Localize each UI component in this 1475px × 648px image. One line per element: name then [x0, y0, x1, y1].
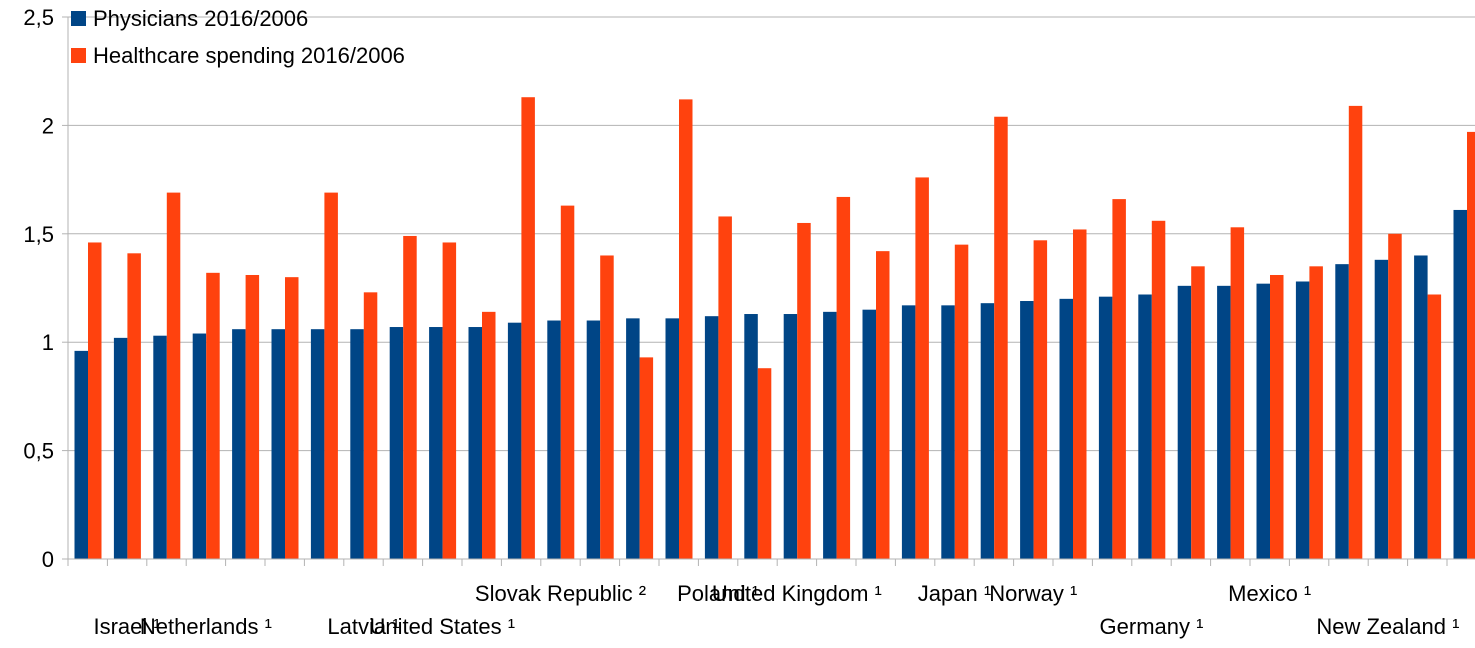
bar-physicians	[823, 312, 837, 559]
bar-healthcare-spending	[640, 357, 654, 559]
bar-healthcare-spending	[482, 312, 496, 559]
x-tick-label: Norway ¹	[989, 581, 1077, 606]
bar-physicians	[193, 334, 207, 559]
y-tick-label: 2,5	[23, 5, 54, 30]
bar-physicians	[1375, 260, 1389, 559]
bar-physicians	[469, 327, 483, 559]
bar-physicians	[1178, 286, 1192, 559]
y-tick-label: 0	[42, 547, 54, 572]
bar-physicians	[1414, 255, 1428, 559]
x-tick-label: New Zealand ¹	[1316, 614, 1459, 639]
bar-physicians	[272, 329, 286, 559]
bar-healthcare-spending	[521, 97, 535, 559]
bar-physicians	[1060, 299, 1074, 559]
x-tick-label: Slovak Republic ²	[475, 581, 646, 606]
x-tick-label: Germany ¹	[1100, 614, 1204, 639]
bar-physicians	[1454, 210, 1468, 559]
bar-physicians	[744, 314, 758, 559]
legend-swatch	[71, 48, 86, 63]
bar-healthcare-spending	[1191, 266, 1205, 559]
bar-physicians	[75, 351, 89, 559]
bar-physicians	[981, 303, 995, 559]
bar-physicians	[902, 305, 916, 559]
bar-healthcare-spending	[915, 177, 929, 559]
bar-healthcare-spending	[797, 223, 811, 559]
bar-healthcare-spending	[1034, 240, 1048, 559]
bar-physicians	[1020, 301, 1034, 559]
bar-healthcare-spending	[206, 273, 220, 559]
bar-healthcare-spending	[167, 193, 181, 559]
bar-physicians	[705, 316, 719, 559]
bar-physicians	[311, 329, 325, 559]
x-tick-label: Netherlands ¹	[140, 614, 272, 639]
bar-physicians	[1335, 264, 1349, 559]
bar-physicians	[626, 318, 640, 559]
bar-physicians	[863, 310, 877, 559]
bars	[75, 97, 1475, 559]
bar-healthcare-spending	[1309, 266, 1323, 559]
bar-physicians	[587, 321, 601, 559]
bar-healthcare-spending	[1152, 221, 1166, 559]
bar-physicians	[1217, 286, 1231, 559]
bar-physicians	[666, 318, 680, 559]
bar-healthcare-spending	[1073, 229, 1087, 559]
bar-healthcare-spending	[1270, 275, 1284, 559]
bar-healthcare-spending	[1428, 295, 1442, 559]
bar-physicians	[941, 305, 955, 559]
bar-healthcare-spending	[403, 236, 417, 559]
bar-physicians	[1138, 295, 1152, 559]
x-tick-label: United Kingdom ¹	[712, 581, 882, 606]
bar-healthcare-spending	[876, 251, 890, 559]
x-tick-label: Japan ¹	[918, 581, 991, 606]
bar-healthcare-spending	[364, 292, 378, 559]
bar-physicians	[390, 327, 404, 559]
bar-physicians	[153, 336, 167, 559]
bar-healthcare-spending	[1231, 227, 1245, 559]
y-tick-label: 1,5	[23, 222, 54, 247]
bar-healthcare-spending	[88, 242, 102, 559]
bar-physicians	[1296, 281, 1310, 559]
bar-healthcare-spending	[1349, 106, 1363, 559]
bar-physicians	[350, 329, 364, 559]
bar-healthcare-spending	[837, 197, 851, 559]
legend-label: Physicians 2016/2006	[93, 6, 308, 31]
bar-physicians	[1099, 297, 1113, 559]
bar-physicians	[429, 327, 443, 559]
bar-healthcare-spending	[1388, 234, 1402, 559]
bar-healthcare-spending	[127, 253, 140, 559]
bar-physicians	[508, 323, 522, 559]
bar-healthcare-spending	[1112, 199, 1126, 559]
bar-healthcare-spending	[955, 245, 969, 559]
bar-healthcare-spending	[561, 206, 575, 559]
x-tick-label: Mexico ¹	[1228, 581, 1311, 606]
bar-healthcare-spending	[246, 275, 260, 559]
bar-healthcare-spending	[758, 368, 772, 559]
bar-healthcare-spending	[600, 255, 614, 559]
bar-healthcare-spending	[718, 216, 732, 559]
legend-swatch	[71, 11, 86, 26]
bar-physicians	[232, 329, 246, 559]
x-tick-label: United States ¹	[370, 614, 516, 639]
y-tick-label: 2	[42, 113, 54, 138]
bar-healthcare-spending	[994, 117, 1008, 559]
bar-healthcare-spending	[324, 193, 338, 559]
y-tick-label: 0,5	[23, 439, 54, 464]
y-tick-label: 1	[42, 330, 54, 355]
bar-physicians	[114, 338, 128, 559]
bar-physicians	[547, 321, 561, 559]
legend: Physicians 2016/2006 Healthcare spending …	[71, 6, 405, 68]
y-axis-tick-labels: 0 0,5 1 1,5 2 2,5	[23, 5, 54, 572]
bar-healthcare-spending	[285, 277, 299, 559]
bar-healthcare-spending	[1467, 132, 1475, 559]
bar-healthcare-spending	[679, 99, 693, 559]
legend-label: Healthcare spending 2016/2006	[93, 43, 405, 68]
bar-physicians	[1257, 284, 1271, 559]
bar-physicians	[784, 314, 798, 559]
bar-healthcare-spending	[443, 242, 457, 559]
